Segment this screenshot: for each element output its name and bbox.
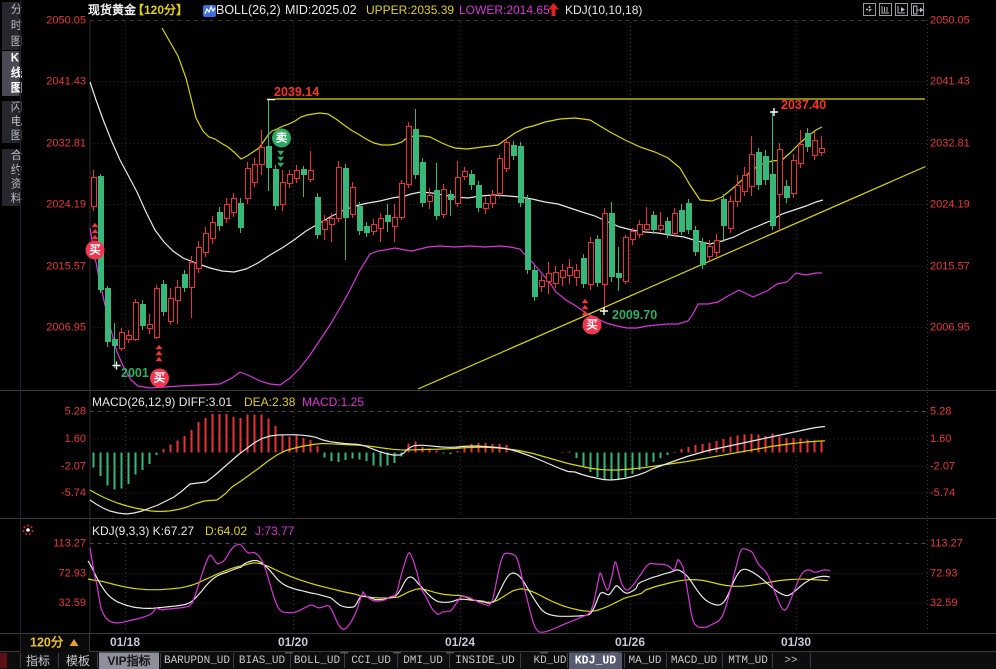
svg-text:线: 线 bbox=[11, 66, 23, 80]
svg-text:合: 合 bbox=[11, 148, 23, 162]
svg-text:MACD:1.25: MACD:1.25 bbox=[302, 395, 364, 409]
svg-text:2041.43: 2041.43 bbox=[46, 76, 86, 88]
svg-text:2009.70: 2009.70 bbox=[612, 308, 657, 322]
svg-text:5.28: 5.28 bbox=[930, 406, 951, 418]
svg-text:J:73.77: J:73.77 bbox=[255, 524, 295, 538]
svg-text:01/20: 01/20 bbox=[278, 635, 308, 649]
svg-text:MA_UD: MA_UD bbox=[628, 655, 661, 667]
svg-text:KD_UD: KD_UD bbox=[533, 655, 566, 667]
svg-text:32.59: 32.59 bbox=[58, 597, 86, 609]
svg-text:01/18: 01/18 bbox=[110, 635, 140, 649]
svg-text:闪: 闪 bbox=[11, 100, 22, 114]
svg-text:KDJ(9,3,3) K:67.27: KDJ(9,3,3) K:67.27 bbox=[92, 524, 194, 538]
svg-text:1.60: 1.60 bbox=[930, 433, 951, 445]
svg-text:INSIDE_UD: INSIDE_UD bbox=[455, 655, 515, 667]
svg-text:【120分】: 【120分】 bbox=[132, 2, 188, 17]
svg-text:01/26: 01/26 bbox=[615, 635, 645, 649]
svg-text:>>: >> bbox=[784, 655, 797, 667]
svg-text:-5.74: -5.74 bbox=[61, 487, 86, 499]
svg-text:VIP指标: VIP指标 bbox=[107, 653, 150, 668]
svg-text:72.93: 72.93 bbox=[58, 568, 86, 580]
svg-text:5.28: 5.28 bbox=[65, 406, 86, 418]
svg-text:2001: 2001 bbox=[121, 366, 149, 380]
svg-text:2032.81: 2032.81 bbox=[930, 138, 970, 150]
svg-text:资: 资 bbox=[11, 178, 22, 191]
svg-text:约: 约 bbox=[11, 162, 22, 176]
svg-text:LOWER:2014.65: LOWER:2014.65 bbox=[459, 3, 550, 17]
svg-text:2015.57: 2015.57 bbox=[930, 261, 970, 273]
svg-text:2006.95: 2006.95 bbox=[930, 322, 970, 334]
svg-text:图: 图 bbox=[11, 81, 22, 95]
svg-text:2037.40: 2037.40 bbox=[781, 98, 826, 112]
svg-text:UPPER:2035.39: UPPER:2035.39 bbox=[366, 3, 454, 17]
svg-text:模板: 模板 bbox=[66, 654, 90, 668]
svg-text:2015.57: 2015.57 bbox=[46, 261, 86, 273]
svg-text:MID:2025.02: MID:2025.02 bbox=[285, 3, 357, 17]
svg-text:图: 图 bbox=[11, 35, 22, 48]
svg-text:01/24: 01/24 bbox=[445, 635, 475, 649]
svg-text:BIAS_UD: BIAS_UD bbox=[239, 655, 286, 667]
svg-text:-5.74: -5.74 bbox=[930, 487, 955, 499]
svg-text:电: 电 bbox=[11, 115, 23, 128]
svg-text:指标: 指标 bbox=[26, 653, 50, 668]
svg-text:113.27: 113.27 bbox=[53, 538, 86, 550]
svg-text:KDJ(10,10,18): KDJ(10,10,18) bbox=[565, 3, 642, 17]
svg-text:卖: 卖 bbox=[276, 131, 288, 145]
svg-text:K: K bbox=[11, 53, 20, 65]
svg-text:MACD_UD: MACD_UD bbox=[671, 655, 718, 667]
svg-text:买: 买 bbox=[154, 372, 166, 385]
svg-text:72.93: 72.93 bbox=[930, 568, 958, 580]
svg-text:2050.05: 2050.05 bbox=[46, 15, 86, 27]
svg-text:KDJ_UD: KDJ_UD bbox=[575, 655, 617, 668]
svg-text:-2.07: -2.07 bbox=[930, 461, 955, 473]
svg-text:-2.07: -2.07 bbox=[61, 461, 86, 473]
svg-text:现货黄金: 现货黄金 bbox=[88, 2, 137, 17]
svg-text:2006.95: 2006.95 bbox=[46, 322, 86, 334]
svg-text:图: 图 bbox=[11, 129, 22, 142]
svg-text:113.27: 113.27 bbox=[930, 538, 963, 550]
svg-text:MACD(26,12,9) DIFF:3.01: MACD(26,12,9) DIFF:3.01 bbox=[92, 395, 232, 409]
svg-text:2024.19: 2024.19 bbox=[930, 199, 970, 211]
svg-text:买: 买 bbox=[89, 244, 101, 257]
svg-text:2050.05: 2050.05 bbox=[930, 15, 970, 27]
svg-text:时: 时 bbox=[11, 19, 23, 32]
svg-text:2039.14: 2039.14 bbox=[274, 85, 319, 99]
svg-text:32.59: 32.59 bbox=[930, 597, 958, 609]
svg-text:DEA:2.38: DEA:2.38 bbox=[244, 395, 296, 409]
svg-text:2041.43: 2041.43 bbox=[930, 76, 970, 88]
svg-text:分: 分 bbox=[11, 3, 23, 16]
svg-text:DMI_UD: DMI_UD bbox=[403, 655, 443, 667]
svg-text:料: 料 bbox=[11, 191, 23, 205]
svg-text:BOLL_UD: BOLL_UD bbox=[294, 655, 341, 667]
svg-text:01/30: 01/30 bbox=[781, 635, 811, 649]
svg-text:2032.81: 2032.81 bbox=[46, 138, 86, 150]
svg-text:买: 买 bbox=[586, 319, 598, 332]
svg-text:CCI_UD: CCI_UD bbox=[351, 655, 391, 667]
svg-text:BOLL(26,2): BOLL(26,2) bbox=[216, 3, 281, 17]
svg-text:120分: 120分 bbox=[30, 635, 64, 650]
svg-text:2024.19: 2024.19 bbox=[46, 199, 86, 211]
svg-text:BARUPDN_UD: BARUPDN_UD bbox=[164, 655, 230, 667]
svg-text:D:64.02: D:64.02 bbox=[205, 524, 247, 538]
svg-text:1.60: 1.60 bbox=[65, 433, 86, 445]
svg-text:MTM_UD: MTM_UD bbox=[728, 655, 768, 667]
